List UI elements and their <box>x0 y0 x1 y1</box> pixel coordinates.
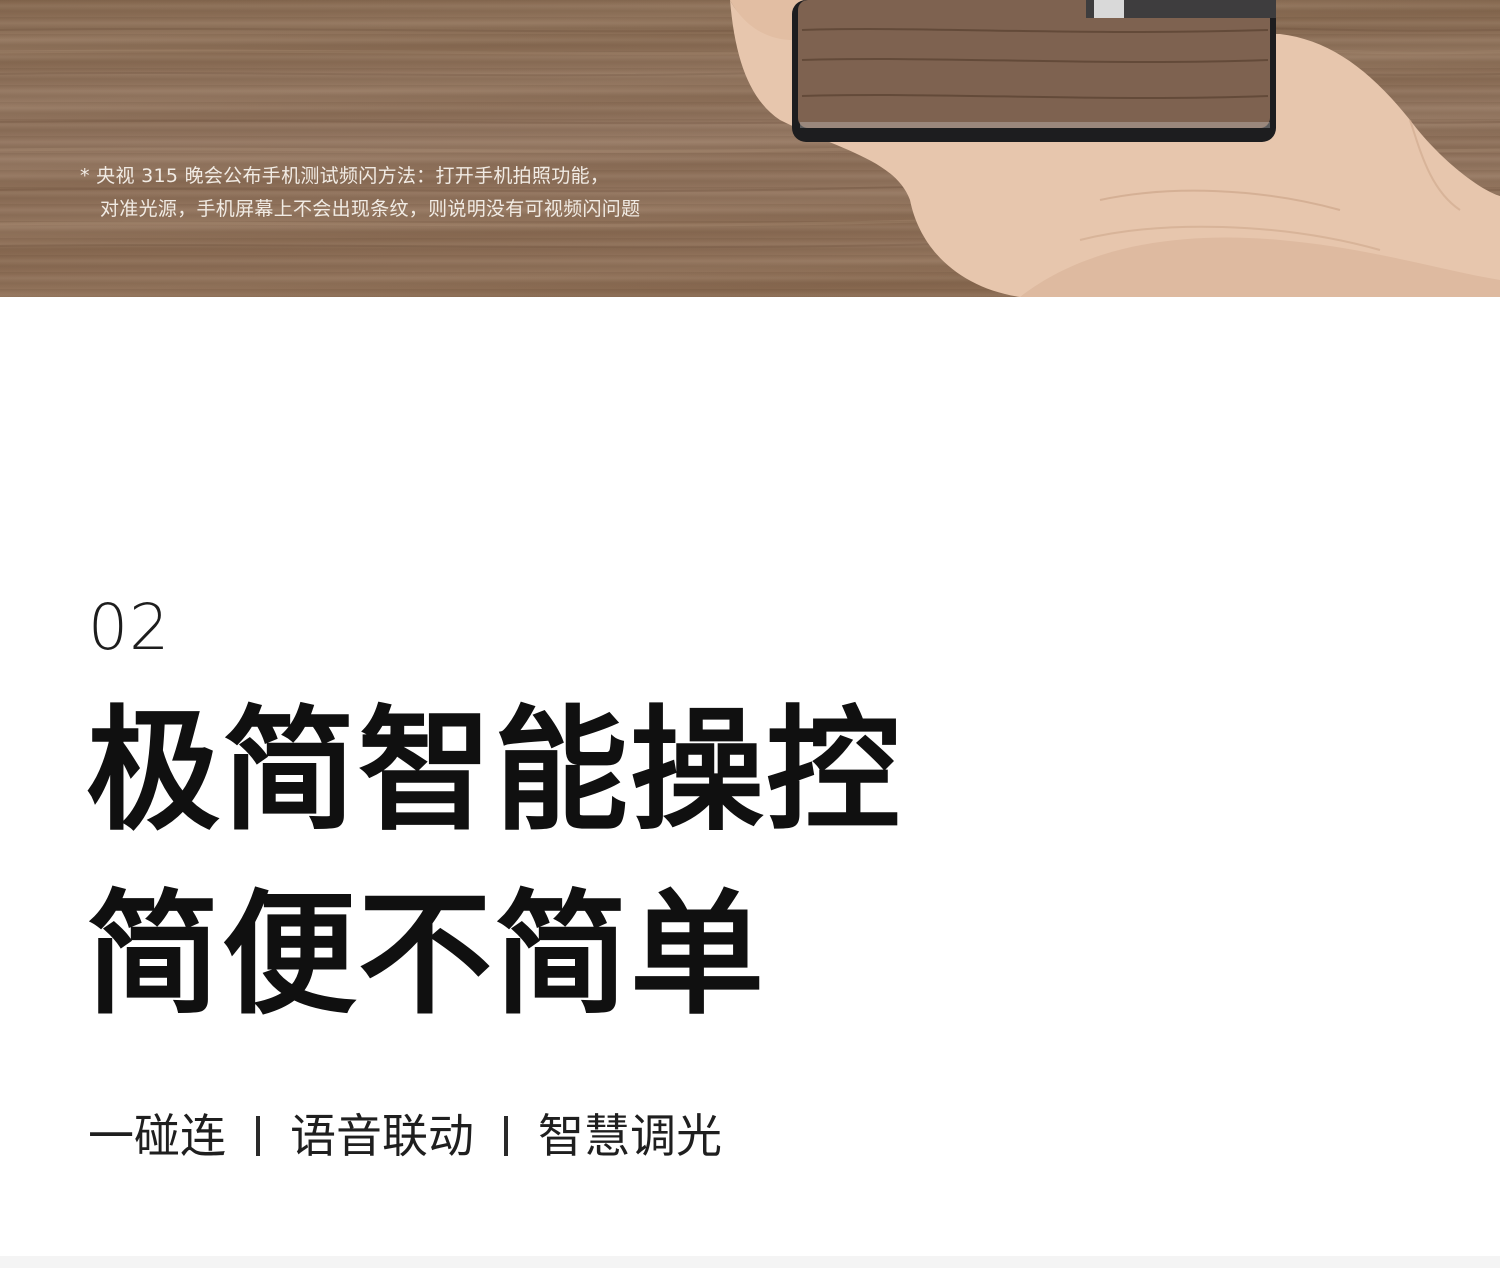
feature-voice-linkage: 语音联动 <box>290 1109 474 1163</box>
hand-holding-phone-image <box>730 0 1500 297</box>
feature-one-tap-connect: 一碰连 <box>88 1109 226 1163</box>
divider <box>504 1116 508 1156</box>
feature-smart-dimming: 智慧调光 <box>538 1109 722 1163</box>
feature-list: 一碰连 语音联动 智慧调光 <box>88 1106 722 1166</box>
section-number: 02 <box>88 591 171 664</box>
headline-line-1: 极简智能操控 <box>86 693 903 849</box>
divider <box>256 1116 260 1156</box>
headline-line-2: 简便不简单 <box>86 877 767 1033</box>
hero-photo: * 央视 315 晚会公布手机测试频闪方法：打开手机拍照功能， 对准光源，手机屏… <box>0 0 1500 297</box>
flicker-test-caption: * 央视 315 晚会公布手机测试频闪方法：打开手机拍照功能， 对准光源，手机屏… <box>80 160 840 226</box>
caption-line-1: * 央视 315 晚会公布手机测试频闪方法：打开手机拍照功能， <box>80 165 610 187</box>
caption-line-2: 对准光源，手机屏幕上不会出现条纹，则说明没有可视频闪问题 <box>100 198 641 220</box>
bottom-strip <box>0 1256 1500 1268</box>
